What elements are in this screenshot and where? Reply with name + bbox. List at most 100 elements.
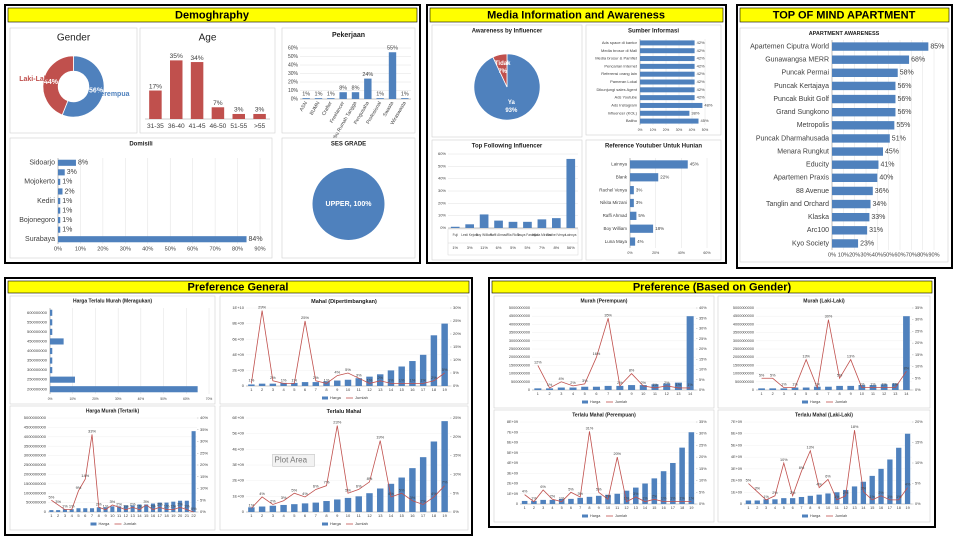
line <box>524 431 692 503</box>
bar <box>781 498 787 504</box>
bar <box>430 441 438 512</box>
chart-title: Murah (Laki-Laki) <box>803 298 845 304</box>
value-label: 34% <box>873 201 887 208</box>
value-label: 4% <box>816 483 822 487</box>
y-tick-label: 1E+09 <box>507 492 518 496</box>
bar <box>314 98 323 99</box>
value-label: 42% <box>697 48 705 53</box>
y-tick-label: 2500000000 <box>509 347 530 351</box>
value-label: 2% <box>431 375 437 380</box>
value-label: 1% <box>642 497 648 501</box>
value-label: 3% <box>67 169 77 176</box>
bar <box>56 510 61 512</box>
x-tick-label: 8 <box>839 392 841 396</box>
x-tick-label: 14 <box>861 506 865 510</box>
y-tick-label: 8E+09 <box>507 420 518 424</box>
y-tick-label: Referensi orang lain <box>601 71 637 76</box>
bar <box>640 71 695 77</box>
bar <box>531 500 537 504</box>
bar <box>89 508 95 512</box>
y-tick-label: Boy William <box>603 226 627 231</box>
value-label: 2% <box>605 494 611 498</box>
x-tick-label: 6 <box>570 506 572 510</box>
y-tick-label: 2E+09 <box>232 367 244 372</box>
value-label: 3% <box>143 499 149 504</box>
bar <box>832 81 896 91</box>
y2-tick-label: 10% <box>200 486 208 491</box>
bar <box>769 388 777 390</box>
y-tick-label: 300000000 <box>27 367 48 372</box>
value-label: 8% <box>352 86 360 92</box>
x-tick-label: 4 <box>282 387 285 392</box>
line <box>748 430 908 501</box>
x-tick-label: 80% <box>232 246 243 252</box>
bar <box>50 338 64 345</box>
bar <box>758 388 765 390</box>
table-value: 6% <box>496 245 502 250</box>
bar <box>327 98 335 99</box>
x-tick-label: 7 <box>579 506 581 510</box>
bar <box>50 357 53 364</box>
bar <box>903 316 910 390</box>
bar <box>832 134 890 143</box>
bar <box>832 121 895 130</box>
bar <box>291 382 298 386</box>
y-tick-label: 4E+09 <box>731 455 742 459</box>
value-label: 1% <box>869 495 875 499</box>
value-label: 3% <box>281 495 287 500</box>
bar <box>388 52 397 99</box>
x-tick-label: 30% <box>676 128 683 132</box>
y-tick-label: 6E+09 <box>731 432 742 436</box>
x-tick-label: 1 <box>537 392 539 396</box>
bar <box>640 95 695 101</box>
legend-label: Harga <box>330 521 342 526</box>
bar <box>465 224 474 228</box>
bar <box>110 506 115 512</box>
x-tick-label: 12 <box>367 387 372 392</box>
bar <box>847 385 855 390</box>
y-tick-label: 60% <box>288 45 299 51</box>
bar <box>76 508 81 512</box>
x-tick-label: 40% <box>689 128 696 132</box>
value-label: 3% <box>109 499 115 504</box>
bar <box>58 188 63 195</box>
x-tick-label: 18 <box>432 513 437 518</box>
value-label: 85% <box>930 43 944 50</box>
x-tick-label: 7 <box>315 513 318 518</box>
y-tick-label: 5E+09 <box>232 431 244 436</box>
bar <box>149 90 162 119</box>
x-tick-label: 6 <box>792 506 794 510</box>
value-label: 4% <box>388 491 394 496</box>
value-label: 1% <box>401 92 409 98</box>
legend-label: Harga <box>810 400 821 404</box>
x-tick-label: 9 <box>818 506 820 510</box>
y2-tick-label: 10% <box>699 479 707 483</box>
value-label: 7% <box>213 100 223 107</box>
bar <box>616 385 624 390</box>
bar <box>494 220 503 228</box>
y-tick-label: 500000000 <box>27 329 48 334</box>
bar <box>640 56 695 62</box>
bar <box>69 509 74 512</box>
pie-value-label: 93% <box>505 108 518 114</box>
bar <box>164 502 169 512</box>
value-label: 1% <box>896 495 902 499</box>
value-label: 1% <box>123 504 129 509</box>
y-tick-label: 2E+09 <box>507 482 518 486</box>
value-label: 1% <box>62 504 68 509</box>
y2-tick-label: 25% <box>453 415 461 420</box>
table-value: 1% <box>452 245 458 250</box>
value-label: 55% <box>387 46 398 52</box>
value-label: 1% <box>170 504 176 509</box>
bar <box>50 347 53 355</box>
value-label: 3% <box>55 499 61 504</box>
y-tick-label: Sidoarjo <box>29 160 55 167</box>
value-label: 5% <box>399 487 405 492</box>
bar <box>640 87 695 93</box>
legend-label: Harga <box>99 521 111 526</box>
x-tick-label: 15 <box>399 513 404 518</box>
bar <box>334 499 341 512</box>
y-tick-label: 20% <box>438 200 446 205</box>
bar <box>339 92 347 99</box>
value-label: 2% <box>641 381 647 385</box>
